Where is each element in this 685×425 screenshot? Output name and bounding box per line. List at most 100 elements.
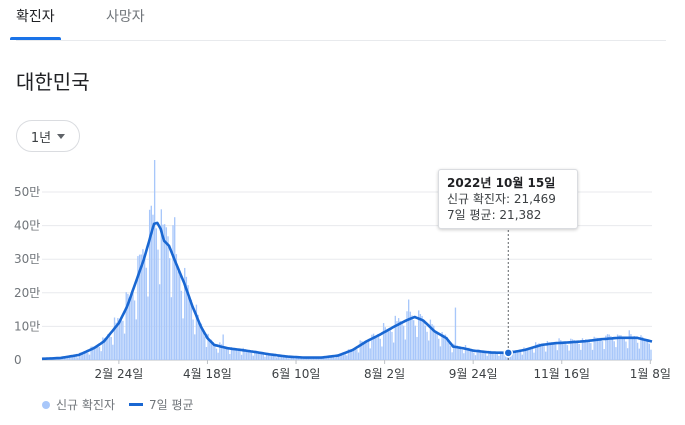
daily-cases-bar [107, 334, 109, 360]
daily-cases-bar [351, 349, 353, 360]
daily-cases-bar [623, 337, 625, 360]
daily-cases-bar [469, 349, 472, 360]
daily-cases-bar [356, 349, 358, 360]
daily-cases-bar [229, 354, 231, 360]
daily-cases-bar [493, 351, 495, 360]
daily-cases-bar [349, 349, 351, 360]
daily-cases-bar [536, 344, 539, 360]
daily-cases-bar [414, 325, 417, 360]
daily-cases-bar [601, 341, 604, 360]
period-dropdown[interactable]: 1년 [16, 120, 80, 152]
daily-cases-bar [346, 355, 348, 360]
daily-cases-bar [555, 344, 557, 360]
daily-cases-bar [528, 348, 530, 360]
daily-cases-bar [408, 299, 410, 360]
daily-cases-bar [479, 350, 482, 360]
daily-cases-bar [461, 349, 463, 360]
x-tick-label: 2월 24일 [94, 367, 143, 381]
daily-cases-bar [645, 339, 647, 360]
daily-cases-bar [162, 224, 164, 360]
daily-cases-bar [561, 342, 564, 360]
daily-cases-bar [491, 351, 493, 360]
daily-cases-bar [294, 357, 296, 360]
daily-cases-bar [225, 348, 228, 360]
daily-cases-bar [78, 352, 81, 360]
daily-cases-bar [296, 357, 298, 360]
daily-cases-bar [483, 352, 485, 360]
daily-cases-bar [626, 348, 629, 360]
daily-cases-bar [272, 355, 274, 360]
daily-cases-bar [448, 342, 450, 360]
daily-cases-bar [535, 342, 537, 360]
daily-cases-bar [458, 346, 460, 360]
daily-cases-bar [269, 353, 271, 360]
daily-cases-bar [397, 318, 400, 360]
daily-cases-bar [70, 356, 72, 360]
daily-cases-bar [371, 334, 373, 360]
daily-cases-bar [347, 349, 350, 360]
daily-cases-bar [571, 339, 574, 360]
daily-cases-bar [250, 352, 253, 360]
daily-cases-bar [180, 290, 183, 360]
daily-cases-bar [498, 355, 500, 360]
daily-cases-bar [72, 355, 74, 360]
daily-cases-bar [280, 355, 283, 360]
daily-cases-bar [379, 338, 381, 360]
daily-cases-bar [605, 335, 607, 360]
daily-cases-bar [153, 160, 156, 360]
daily-cases-bar [277, 354, 279, 360]
daily-cases-bar [369, 348, 371, 360]
daily-cases-bar [372, 333, 375, 360]
daily-cases-bar [75, 356, 77, 360]
daily-cases-bar [570, 338, 572, 360]
daily-cases-bar [103, 338, 106, 360]
daily-cases-bar [566, 345, 569, 360]
daily-cases-bar [275, 357, 278, 360]
tab-deaths[interactable]: 사망자 [106, 9, 145, 25]
daily-cases-bar [160, 209, 162, 360]
highlight-point [503, 348, 514, 358]
daily-cases-bar [367, 341, 370, 360]
tooltip-average: 7일 평균: 21,382 [447, 208, 542, 222]
daily-cases-bar [401, 323, 403, 360]
daily-cases-bar [366, 341, 368, 360]
daily-cases-bar [150, 205, 152, 360]
daily-cases-bar [270, 354, 273, 360]
cases-chart[interactable]: 0 10만 20만 30만 40만 50만 2월 24일 4월 18일 6월 10일 8월 2일 9… [0, 160, 685, 392]
daily-cases-bar [265, 352, 268, 360]
daily-cases-bar [331, 356, 333, 360]
region-title: 대한민국 [16, 70, 90, 94]
daily-cases-bar [137, 256, 139, 360]
daily-cases-bar [93, 346, 96, 360]
daily-cases-bar [342, 353, 345, 360]
x-tick-label: 11월 16일 [534, 367, 590, 381]
daily-cases-bar [573, 339, 575, 360]
daily-cases-bar [282, 355, 284, 360]
daily-cases-bar [232, 348, 234, 360]
daily-cases-bar [494, 352, 497, 360]
daily-cases-bar [257, 352, 259, 360]
y-tick-label: 30만 [14, 252, 40, 266]
x-tick-label: 4월 18일 [183, 367, 232, 381]
daily-cases-bar [402, 325, 405, 360]
daily-cases-bar [454, 307, 457, 360]
daily-cases-bar [85, 350, 87, 360]
daily-cases-bar [616, 334, 619, 360]
daily-cases-bar [423, 320, 425, 360]
tooltip-date: 2022년 10월 15일 [447, 176, 556, 190]
tab-cases[interactable]: 확진자 [10, 6, 61, 40]
daily-cases-bar [509, 355, 512, 360]
daily-cases-bar [538, 343, 540, 360]
daily-cases-bar [97, 344, 99, 360]
daily-cases-bar [82, 352, 84, 360]
daily-cases-bar [631, 337, 634, 360]
y-tick-label: 40만 [14, 219, 40, 233]
daily-cases-bar [621, 338, 624, 360]
daily-cases-bar [133, 300, 136, 360]
daily-cases-bar [219, 342, 221, 360]
daily-cases-bar [244, 349, 246, 360]
daily-cases-bar [580, 349, 582, 360]
daily-cases-bar [329, 356, 331, 360]
daily-cases-bar [77, 357, 79, 360]
daily-cases-bar [441, 331, 443, 360]
